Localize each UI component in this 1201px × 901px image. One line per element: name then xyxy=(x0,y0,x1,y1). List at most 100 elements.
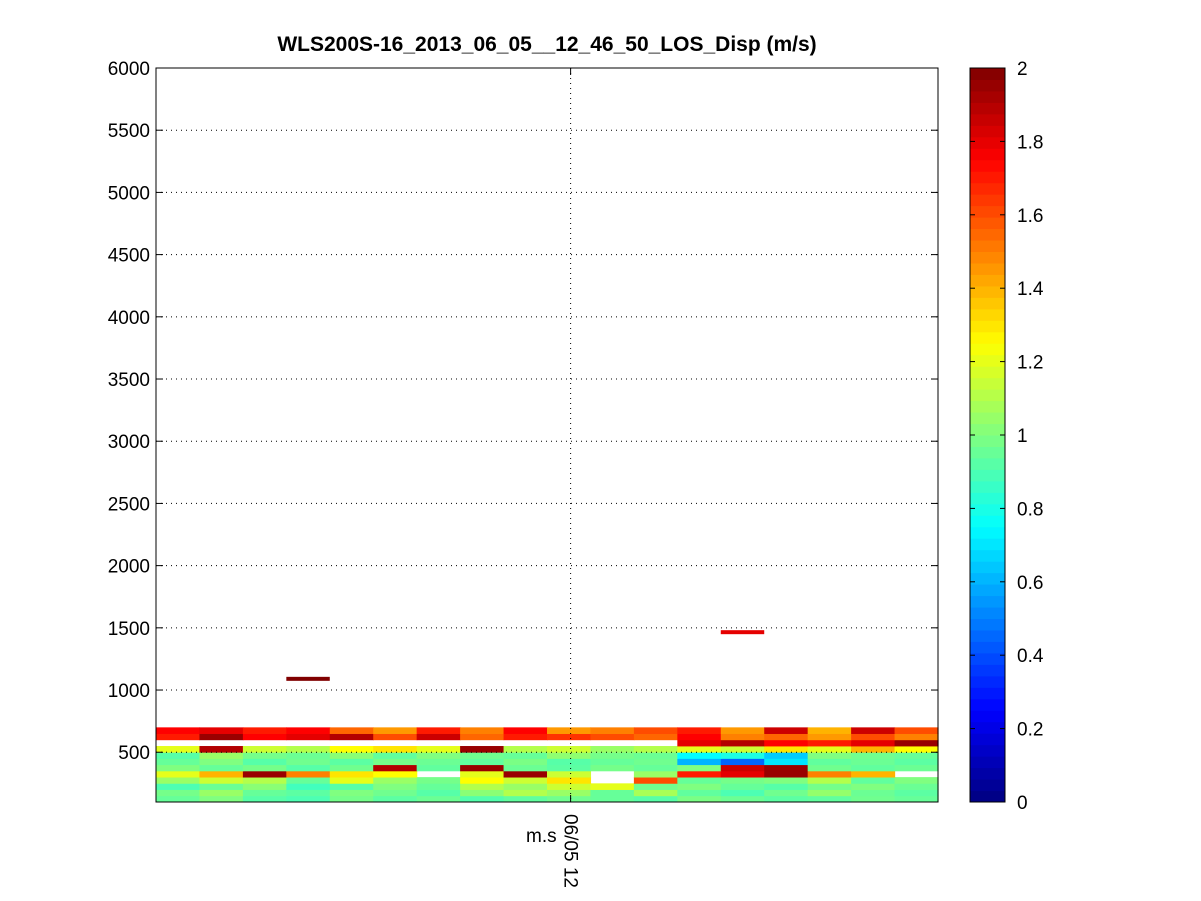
heatmap-cell xyxy=(894,733,939,741)
colorbar-tick-label: 1.2 xyxy=(1017,353,1043,374)
heatmap-cell xyxy=(590,752,635,759)
heatmap-cell xyxy=(416,746,461,753)
colorbar-swatch xyxy=(970,756,1005,769)
heatmap-cell xyxy=(286,783,331,790)
heatmap-cell xyxy=(764,770,809,778)
heatmap-cell xyxy=(242,758,287,766)
colorbar-swatch xyxy=(970,412,1005,425)
colorbar-swatch xyxy=(970,389,1005,402)
colorbar-swatch xyxy=(970,274,1005,287)
heatmap-cell xyxy=(329,777,374,784)
heatmap-cell xyxy=(329,758,374,766)
heatmap-cell xyxy=(199,727,244,734)
heatmap-cell xyxy=(373,795,418,803)
heatmap-cell xyxy=(156,727,201,734)
heatmap-cell xyxy=(156,733,201,741)
heatmap-cell xyxy=(677,770,722,778)
colorbar-tick-label: 0.8 xyxy=(1017,499,1043,520)
heatmap-cell xyxy=(894,777,939,784)
heatmap-cell xyxy=(199,764,244,772)
heatmap-cell xyxy=(851,739,896,747)
colorbar-swatch xyxy=(970,423,1005,436)
heatmap-cell xyxy=(503,770,548,778)
colorbar-tick-label: 1 xyxy=(1017,426,1028,447)
colorbar-tick-label: 1.4 xyxy=(1017,279,1044,300)
heatmap-cell xyxy=(373,746,418,753)
colorbar-tick-label: 1.6 xyxy=(1017,206,1043,227)
heatmap-cell xyxy=(547,777,592,784)
colorbar-swatch xyxy=(970,595,1005,608)
heatmap-cell xyxy=(590,795,635,803)
heatmap-cell xyxy=(199,789,244,797)
colorbar-swatch xyxy=(970,377,1005,390)
heatmap-cell xyxy=(590,746,635,753)
colorbar-swatch xyxy=(970,733,1005,746)
heatmap-cell xyxy=(242,727,287,734)
colorbar-tick-label: 0.2 xyxy=(1017,720,1043,741)
heatmap-cell xyxy=(807,739,852,747)
y-tick-label: 4000 xyxy=(108,308,150,329)
heatmap-cell xyxy=(894,739,939,747)
heatmap-cell xyxy=(286,746,331,753)
heatmap-cell xyxy=(807,795,852,803)
heatmap-cell xyxy=(764,727,809,734)
heatmap-cell xyxy=(416,727,461,734)
colorbar-tick-label: 0.6 xyxy=(1017,573,1043,594)
heatmap-cell xyxy=(460,777,505,784)
heatmap-cell xyxy=(286,752,331,759)
colorbar-swatch xyxy=(970,698,1005,711)
heatmap-cell xyxy=(156,777,201,784)
heatmap-cell xyxy=(720,783,765,790)
heatmap-cell xyxy=(156,746,201,753)
heatmap-cell xyxy=(633,752,678,759)
heatmap-cell xyxy=(460,733,505,741)
colorbar-tick-label: 1.8 xyxy=(1017,132,1043,153)
heatmap-cell xyxy=(894,764,939,772)
heatmap-cell xyxy=(894,758,939,766)
heatmap-cell xyxy=(764,795,809,803)
heatmap-cell xyxy=(677,783,722,790)
heatmap-cell xyxy=(199,783,244,790)
colorbar-swatch xyxy=(970,285,1005,298)
heatmap-cell xyxy=(807,764,852,772)
heatmap-cell xyxy=(329,752,374,759)
heatmap-cell xyxy=(156,770,201,778)
colorbar-swatch xyxy=(970,584,1005,597)
heatmap-cell xyxy=(764,739,809,747)
heatmap-cell xyxy=(807,770,852,778)
colorbar-swatch xyxy=(970,515,1005,528)
colorbar-tick-label: 0 xyxy=(1017,793,1028,814)
heatmap-cell xyxy=(329,764,374,772)
heatmap-cell xyxy=(503,727,548,734)
heatmap-cell xyxy=(677,795,722,803)
y-tick-label: 5000 xyxy=(108,183,150,204)
colorbar-swatch xyxy=(970,790,1005,803)
colorbar-swatch xyxy=(970,171,1005,184)
heatmap-cell xyxy=(373,789,418,797)
heatmap-cell xyxy=(547,758,592,766)
heatmap-cell xyxy=(199,733,244,741)
heatmap-cell xyxy=(199,758,244,766)
heatmap-cell xyxy=(156,752,201,759)
heatmap-cell xyxy=(547,727,592,734)
colorbar-swatch xyxy=(970,526,1005,539)
colorbar-swatch xyxy=(970,90,1005,103)
heatmap-cell xyxy=(503,795,548,803)
heatmap-cell xyxy=(894,752,939,759)
heatmap-cell xyxy=(807,777,852,784)
heatmap-cell xyxy=(677,777,722,784)
heatmap-cell xyxy=(242,752,287,759)
heatmap-cell xyxy=(807,789,852,797)
heatmap-cell xyxy=(633,783,678,790)
heatmap-cell xyxy=(851,764,896,772)
heatmap-cell xyxy=(503,733,548,741)
colorbar-swatch xyxy=(970,308,1005,321)
heatmap-cell xyxy=(677,727,722,734)
heatmap-cell xyxy=(720,758,765,766)
heatmap-cell xyxy=(677,739,722,747)
heatmap-cell xyxy=(373,727,418,734)
colorbar-swatch xyxy=(970,320,1005,333)
colorbar-swatch xyxy=(970,113,1005,126)
heatmap-cell xyxy=(242,783,287,790)
heatmap-cell xyxy=(894,746,939,753)
